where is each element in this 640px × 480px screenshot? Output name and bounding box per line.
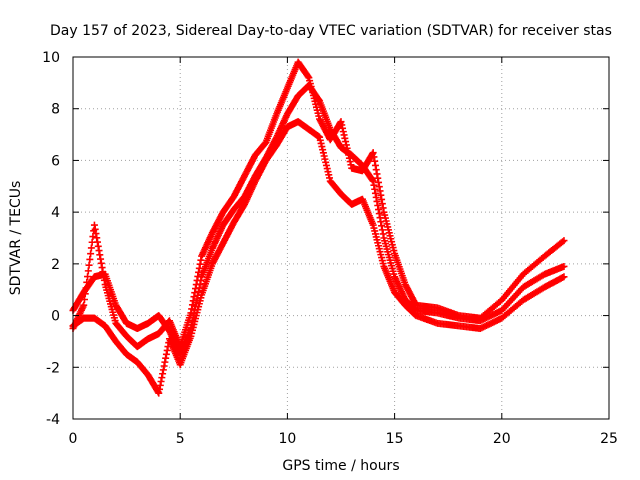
y-axis-label: SDTVAR / TECUs [8, 181, 24, 296]
x-tick-label: 10 [278, 431, 296, 447]
x-tick-label: 5 [176, 431, 185, 447]
axis-ticks: 0 5 10 15 20 25 -4 -2 0 2 4 6 8 10 [42, 50, 618, 447]
grid [73, 57, 609, 419]
data-points [69, 58, 568, 397]
x-tick-label: 0 [69, 431, 78, 447]
data-point [560, 262, 568, 270]
x-tick-label: 20 [493, 431, 511, 447]
y-tick-label: 8 [51, 102, 60, 118]
plot-frame [72, 56, 610, 420]
x-axis-label: GPS time / hours [282, 458, 399, 474]
data-point [560, 237, 568, 245]
x-tick-label: 25 [600, 431, 618, 447]
series-track-2 [69, 118, 568, 397]
x-tick-label: 15 [386, 431, 404, 447]
y-tick-label: -2 [46, 360, 60, 376]
data-point [559, 238, 567, 246]
y-tick-label: -4 [46, 412, 60, 428]
y-tick-label: 0 [51, 309, 60, 325]
y-tick-label: 6 [51, 153, 60, 169]
y-tick-label: 4 [51, 205, 60, 221]
data-point [560, 273, 568, 281]
y-tick-label: 10 [42, 50, 60, 66]
series-track-3 [69, 58, 568, 351]
y-tick-label: 2 [51, 257, 60, 273]
chart-title: Day 157 of 2023, Sidereal Day-to-day VTE… [50, 23, 612, 39]
